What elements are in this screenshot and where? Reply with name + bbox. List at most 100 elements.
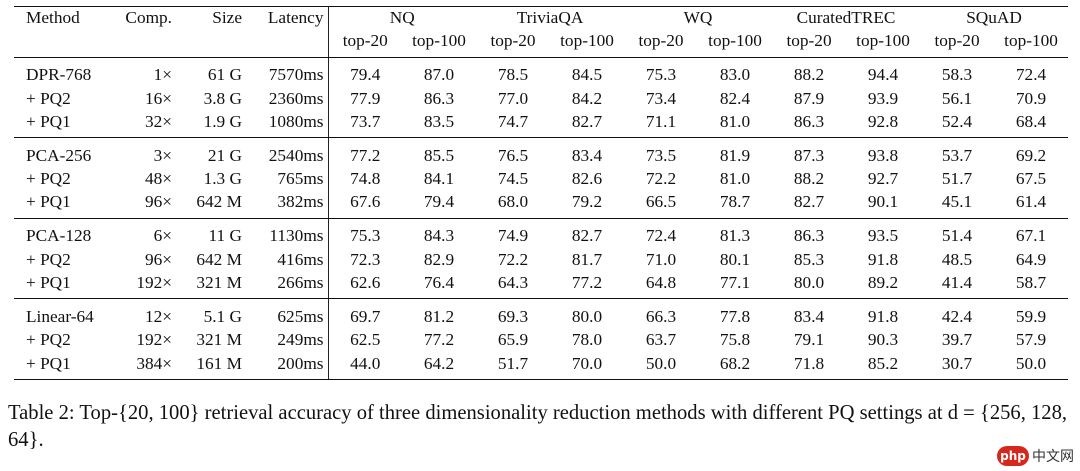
cell-latency: 200ms xyxy=(242,351,329,380)
cell-score: 72.4 xyxy=(645,226,677,246)
cell-method: + PQ2 xyxy=(26,330,71,350)
cell-score: 91.8 xyxy=(867,307,899,327)
header-empty xyxy=(110,29,172,58)
cell-score: 82.4 xyxy=(719,88,751,108)
cell-latency: 416ms xyxy=(242,248,329,272)
cell-comp: 32× xyxy=(110,110,172,139)
cell-latency: 382ms xyxy=(242,190,329,219)
cell-score: 83.0 xyxy=(719,65,751,85)
table-row: PCA-128 6× 11 G 1130ms 75.3 84.3 74.9 82.7 72.4 8… xyxy=(14,218,1068,249)
cell-score: 51.4 xyxy=(941,226,973,246)
cell-score: 70.9 xyxy=(1015,88,1047,108)
cell-score: 84.5 xyxy=(571,65,603,85)
cell-score: 69.2 xyxy=(1015,145,1047,165)
cell-score: 59.9 xyxy=(1015,307,1047,327)
cell-latency: 2360ms xyxy=(242,87,329,111)
cell-method: Linear-64 xyxy=(26,307,94,327)
cell-score: 92.8 xyxy=(846,110,921,139)
cell-score: 62.5 xyxy=(350,330,381,350)
header-dataset-squad: SQuAD xyxy=(920,5,1069,30)
cell-latency: 7570ms xyxy=(242,57,329,88)
cell-size: 321 M xyxy=(172,271,242,300)
cell-score: 81.3 xyxy=(719,226,751,246)
table-header: Method Comp. Size Latency NQ TriviaQA WQ… xyxy=(14,5,1069,58)
cell-score: 80.0 xyxy=(772,271,847,300)
cell-score: 69.7 xyxy=(350,307,381,327)
header-method: Method xyxy=(14,5,110,30)
header-dataset-wq: WQ xyxy=(624,5,773,30)
cell-size: 3.8 G xyxy=(203,88,242,108)
cell-score: 81.7 xyxy=(571,249,603,269)
header-dataset-curatedtrec: CuratedTREC xyxy=(772,5,921,30)
cell-comp: 192× xyxy=(110,271,172,300)
cell-score: 50.0 xyxy=(624,351,699,380)
cell-score: 72.2 xyxy=(645,169,677,189)
site-watermark: php 中文网 xyxy=(997,443,1074,469)
table-group: Linear-64 12× 5.1 G 625ms 69.7 81.2 69.3 80.0 66… xyxy=(14,298,1069,380)
cell-score: 69.3 xyxy=(497,307,529,327)
cell-score: 84.3 xyxy=(423,226,455,246)
cell-score: 86.3 xyxy=(423,88,455,108)
cell-method: + PQ1 xyxy=(14,271,110,300)
cell-score: 75.8 xyxy=(719,330,751,350)
table-row: + PQ2 48× 1.3 G 765ms 74.8 84.1 74.5 82.6 72.2 81… xyxy=(14,168,1068,191)
cell-score: 81.2 xyxy=(423,307,455,327)
cell-score: 94.4 xyxy=(867,65,899,85)
cell-comp: 384× xyxy=(110,351,172,380)
cell-score: 93.8 xyxy=(867,145,899,165)
cell-score: 80.1 xyxy=(719,249,751,269)
cell-score: 67.1 xyxy=(1015,226,1047,246)
cell-score: 71.0 xyxy=(645,249,677,269)
cell-score: 85.5 xyxy=(423,145,455,165)
header-empty xyxy=(14,29,110,58)
cell-size: 1.3 G xyxy=(203,169,242,189)
cell-score: 83.4 xyxy=(793,307,825,327)
cell-score: 84.1 xyxy=(423,169,455,189)
cell-score: 58.3 xyxy=(941,65,973,85)
cell-score: 57.9 xyxy=(1015,330,1047,350)
header-dataset-nq: NQ xyxy=(328,5,476,30)
cell-score: 75.3 xyxy=(350,226,381,246)
cell-score: 67.5 xyxy=(1015,169,1047,189)
cell-score: 89.2 xyxy=(846,271,921,300)
cell-latency: 765ms xyxy=(242,168,329,191)
table-group: DPR-768 1× 61 G 7570ms 79.4 87.0 78.5 84.5 75.3 8… xyxy=(14,57,1069,139)
cell-method: + PQ2 xyxy=(26,88,71,108)
header-row-topk: top-20 top-100 top-20 top-100 top-20 top-100 t… xyxy=(14,29,1069,58)
header-top-100-squad: top-100 xyxy=(994,29,1069,58)
cell-score: 90.1 xyxy=(846,190,921,219)
cell-score: 72.4 xyxy=(1015,65,1047,85)
cell-score: 82.7 xyxy=(571,226,603,246)
table-row: Linear-64 12× 5.1 G 625ms 69.7 81.2 69.3 80.0 66… xyxy=(14,298,1068,330)
cell-size: 61 G xyxy=(207,65,242,85)
cell-score: 64.2 xyxy=(402,351,476,380)
cell-score: 81.0 xyxy=(698,110,773,139)
header-empty xyxy=(242,29,329,58)
cell-method: PCA-128 xyxy=(26,226,92,246)
cell-comp: 12× xyxy=(144,307,172,327)
cell-score: 87.9 xyxy=(793,88,825,108)
cell-score: 39.7 xyxy=(941,330,973,350)
cell-score: 48.5 xyxy=(941,249,973,269)
cell-method: + PQ1 xyxy=(14,190,110,219)
cell-score: 79.4 xyxy=(350,65,381,85)
watermark-text: 中文网 xyxy=(1032,449,1074,465)
cell-score: 85.2 xyxy=(846,351,921,380)
cell-method: + PQ2 xyxy=(26,249,71,269)
cell-score: 71.1 xyxy=(624,110,699,139)
cell-score: 68.4 xyxy=(994,110,1069,139)
table-group: PCA-256 3× 21 G 2540ms 77.2 85.5 76.5 83.4 73.5 8… xyxy=(14,137,1069,219)
cell-method: + PQ2 xyxy=(26,169,71,189)
cell-score: 42.4 xyxy=(941,307,973,327)
cell-comp: 192× xyxy=(136,330,172,350)
cell-comp: 6× xyxy=(153,226,172,246)
results-table: Method Comp. Size Latency NQ TriviaQA WQ… xyxy=(14,5,1069,380)
cell-score: 82.7 xyxy=(550,110,625,139)
cell-score: 66.3 xyxy=(645,307,677,327)
table-row: PCA-256 3× 21 G 2540ms 77.2 85.5 76.5 83.4 73.5 8… xyxy=(14,137,1068,169)
cell-score: 78.7 xyxy=(698,190,773,219)
table-row: + PQ1 384× 161 M 200ms 44.0 64.2 51.7 70.0 50.0 6… xyxy=(14,351,1069,380)
cell-score: 82.7 xyxy=(772,190,847,219)
cell-latency: 1080ms xyxy=(242,110,329,139)
cell-score: 82.6 xyxy=(571,169,603,189)
